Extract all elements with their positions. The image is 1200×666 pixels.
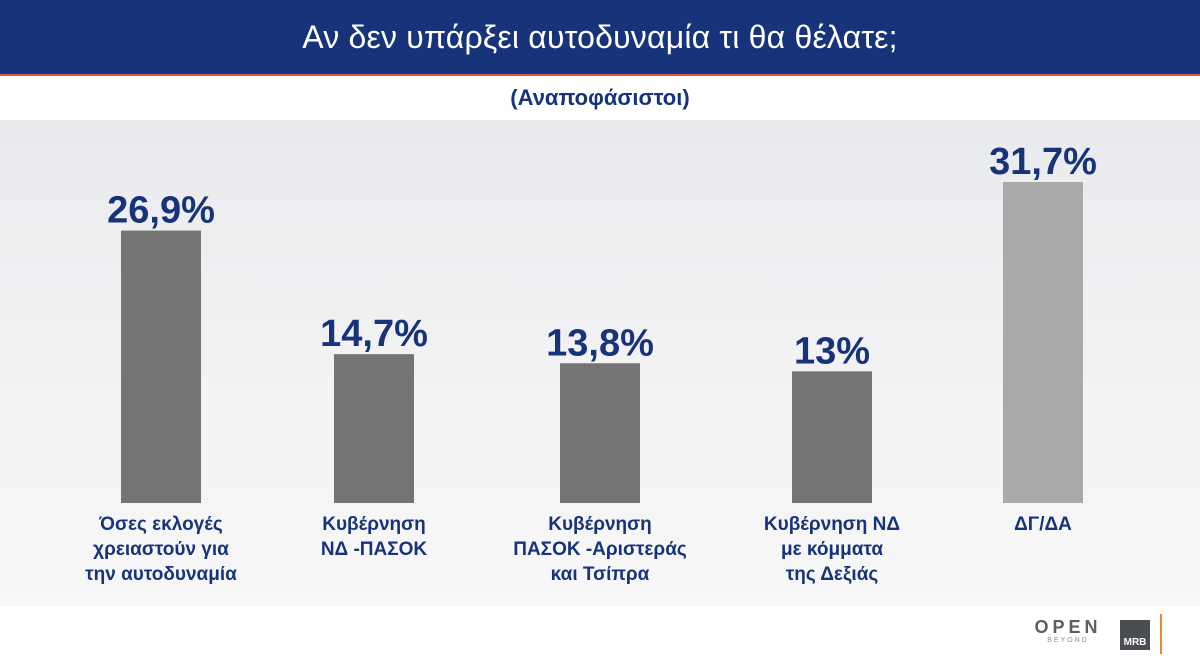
category-label-4: Κυβέρνηση ΝΔ με κόμματα της Δεξιάς <box>764 514 900 585</box>
category-label-2: Κυβέρνηση ΝΔ -ΠΑΣΟΚ <box>321 514 428 560</box>
category-label-line: με κόμματα <box>781 539 883 560</box>
category-label-line: Όσες εκλογές <box>98 514 223 535</box>
category-label-line: Κυβέρνηση <box>322 514 425 535</box>
category-label-3: Κυβέρνηση ΠΑΣΟΚ -Αριστεράς και Τσίπρα <box>513 514 687 585</box>
category-label-line: την αυτοδυναμία <box>85 564 237 585</box>
category-label-line: της Δεξιάς <box>786 564 879 585</box>
category-label-line: Κυβέρνηση <box>548 514 651 535</box>
footer <box>0 606 1200 666</box>
chart-subtitle: (Αναποφάσιστοι) <box>510 85 690 110</box>
bar-1 <box>121 230 201 503</box>
bar-2 <box>334 354 414 503</box>
category-label-line: και Τσίπρα <box>551 564 650 585</box>
chart-title: Αν δεν υπάρξει αυτοδυναμία τι θα θέλατε; <box>302 18 898 55</box>
category-label-1: Όσες εκλογές χρειαστούν για την αυτοδυναμί… <box>85 514 237 585</box>
category-label-line: ΔΓ/ΔΑ <box>1014 514 1072 535</box>
value-label-3: 13,8% <box>546 322 654 364</box>
subtitle-band: (Αναποφάσιστοι) <box>0 76 1200 120</box>
logo-divider <box>1160 614 1162 654</box>
value-label-4: 13% <box>794 330 870 372</box>
value-label-5: 31,7% <box>989 141 1097 183</box>
category-label-line: ΝΔ -ΠΑΣΟΚ <box>321 539 428 560</box>
value-label-1: 26,9% <box>107 190 215 232</box>
category-label-5: ΔΓ/ΔΑ <box>1014 514 1072 535</box>
mrb-logo-text: MRB <box>1123 637 1147 648</box>
bar-4 <box>792 371 872 503</box>
category-label-line: χρειαστούν για <box>93 539 229 560</box>
open-logo: OPEN BEYOND <box>1030 618 1106 645</box>
value-label-2: 14,7% <box>320 313 428 355</box>
bar-3 <box>560 363 640 503</box>
open-logo-text: OPEN <box>1034 617 1102 637</box>
category-label-line: ΠΑΣΟΚ -Αριστεράς <box>513 539 687 560</box>
category-label-line: Κυβέρνηση ΝΔ <box>764 514 900 535</box>
open-logo-subtext: BEYOND <box>1047 637 1089 644</box>
header-bar: Αν δεν υπάρξει αυτοδυναμία τι θα θέλατε; <box>0 0 1200 76</box>
mrb-logo: MRB <box>1120 620 1150 650</box>
bar-5 <box>1003 182 1083 503</box>
